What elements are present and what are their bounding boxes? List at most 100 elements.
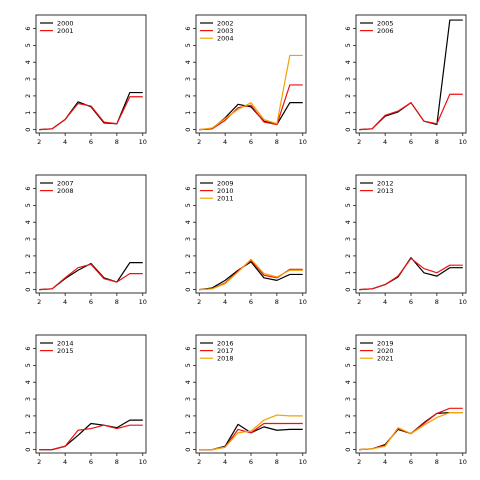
x-tick-label: 2 [197, 298, 201, 306]
x-tick-label: 4 [63, 458, 67, 466]
x-tick-label: 6 [249, 138, 253, 146]
y-tick-label: 0 [344, 288, 352, 292]
y-tick-label: 2 [184, 94, 192, 98]
legend-label: 2017 [217, 347, 234, 355]
x-tick-label: 8 [435, 298, 439, 306]
x-tick-label: 10 [139, 458, 147, 466]
y-tick-label: 3 [344, 77, 352, 81]
y-tick-label: 3 [344, 237, 352, 241]
legend-label: 2009 [217, 179, 234, 187]
legend-label: 2018 [217, 355, 234, 363]
plot-frame [195, 174, 307, 294]
y-tick-label: 4 [24, 380, 32, 384]
x-tick-label: 2 [37, 298, 41, 306]
y-tick-label: 1 [184, 271, 192, 275]
y-tick-label: 0 [24, 128, 32, 132]
series-line-2017 [199, 422, 303, 451]
plot-frame [35, 334, 147, 454]
y-tick-label: 4 [344, 220, 352, 224]
series-line-2005 [359, 19, 463, 131]
plot-frame [35, 174, 147, 294]
series-line-2008 [39, 263, 143, 291]
series-line-2019 [359, 411, 463, 451]
series-line-2014 [39, 419, 143, 451]
y-tick-label: 2 [344, 254, 352, 258]
y-tick-label: 2 [184, 254, 192, 258]
y-tick-label: 3 [344, 397, 352, 401]
y-tick-label: 5 [24, 43, 32, 47]
y-tick-label: 6 [24, 186, 32, 190]
plot-frame [195, 14, 307, 134]
legend-label: 2014 [57, 339, 74, 347]
y-tick-label: 5 [184, 43, 192, 47]
y-tick-label: 4 [184, 380, 192, 384]
series-line-2020 [359, 407, 463, 451]
x-tick-label: 10 [299, 138, 307, 146]
x-tick-label: 2 [197, 138, 201, 146]
y-tick-label: 6 [344, 346, 352, 350]
y-tick-label: 0 [344, 448, 352, 452]
legend-label: 2020 [377, 347, 394, 355]
x-tick-label: 6 [249, 458, 253, 466]
x-tick-label: 4 [383, 138, 387, 146]
y-tick-label: 1 [344, 111, 352, 115]
y-tick-label: 1 [184, 431, 192, 435]
y-tick-label: 6 [184, 186, 192, 190]
y-tick-label: 0 [24, 288, 32, 292]
x-tick-label: 8 [275, 138, 279, 146]
y-tick-label: 5 [344, 43, 352, 47]
series-line-2004 [199, 54, 303, 131]
x-tick-label: 4 [223, 458, 227, 466]
y-tick-label: 1 [184, 111, 192, 115]
x-tick-label: 10 [459, 138, 467, 146]
series-line-2013 [359, 257, 463, 291]
series-line-2009 [199, 261, 303, 291]
series-line-2016 [199, 423, 303, 451]
y-tick-label: 4 [344, 380, 352, 384]
legend-label: 2012 [377, 179, 394, 187]
series-line-2006 [359, 93, 463, 131]
x-tick-label: 8 [115, 298, 119, 306]
series-line-2021 [359, 411, 463, 451]
legend-label: 2015 [57, 347, 74, 355]
series-line-2010 [199, 259, 303, 291]
x-tick-label: 6 [89, 458, 93, 466]
x-tick-label: 6 [249, 298, 253, 306]
y-tick-label: 2 [344, 94, 352, 98]
y-tick-label: 2 [344, 414, 352, 418]
legend-label: 2002 [217, 19, 234, 27]
y-tick-label: 1 [344, 271, 352, 275]
y-tick-label: 5 [24, 203, 32, 207]
x-tick-label: 4 [223, 138, 227, 146]
legend-label: 2011 [217, 195, 234, 203]
y-tick-label: 3 [184, 237, 192, 241]
x-tick-label: 8 [275, 298, 279, 306]
x-tick-label: 10 [299, 298, 307, 306]
y-tick-label: 6 [184, 346, 192, 350]
x-tick-label: 2 [357, 138, 361, 146]
legend-label: 2013 [377, 187, 394, 195]
y-tick-label: 5 [344, 363, 352, 367]
series-line-2001 [39, 96, 143, 131]
y-tick-label: 0 [184, 288, 192, 292]
legend-label: 2008 [57, 187, 74, 195]
plot-frame [195, 334, 307, 454]
x-tick-label: 8 [275, 458, 279, 466]
y-tick-label: 3 [184, 77, 192, 81]
y-tick-label: 5 [344, 203, 352, 207]
y-tick-label: 2 [24, 414, 32, 418]
y-tick-label: 5 [184, 363, 192, 367]
x-tick-label: 10 [459, 458, 467, 466]
x-tick-label: 10 [459, 298, 467, 306]
legend-label: 2007 [57, 179, 74, 187]
